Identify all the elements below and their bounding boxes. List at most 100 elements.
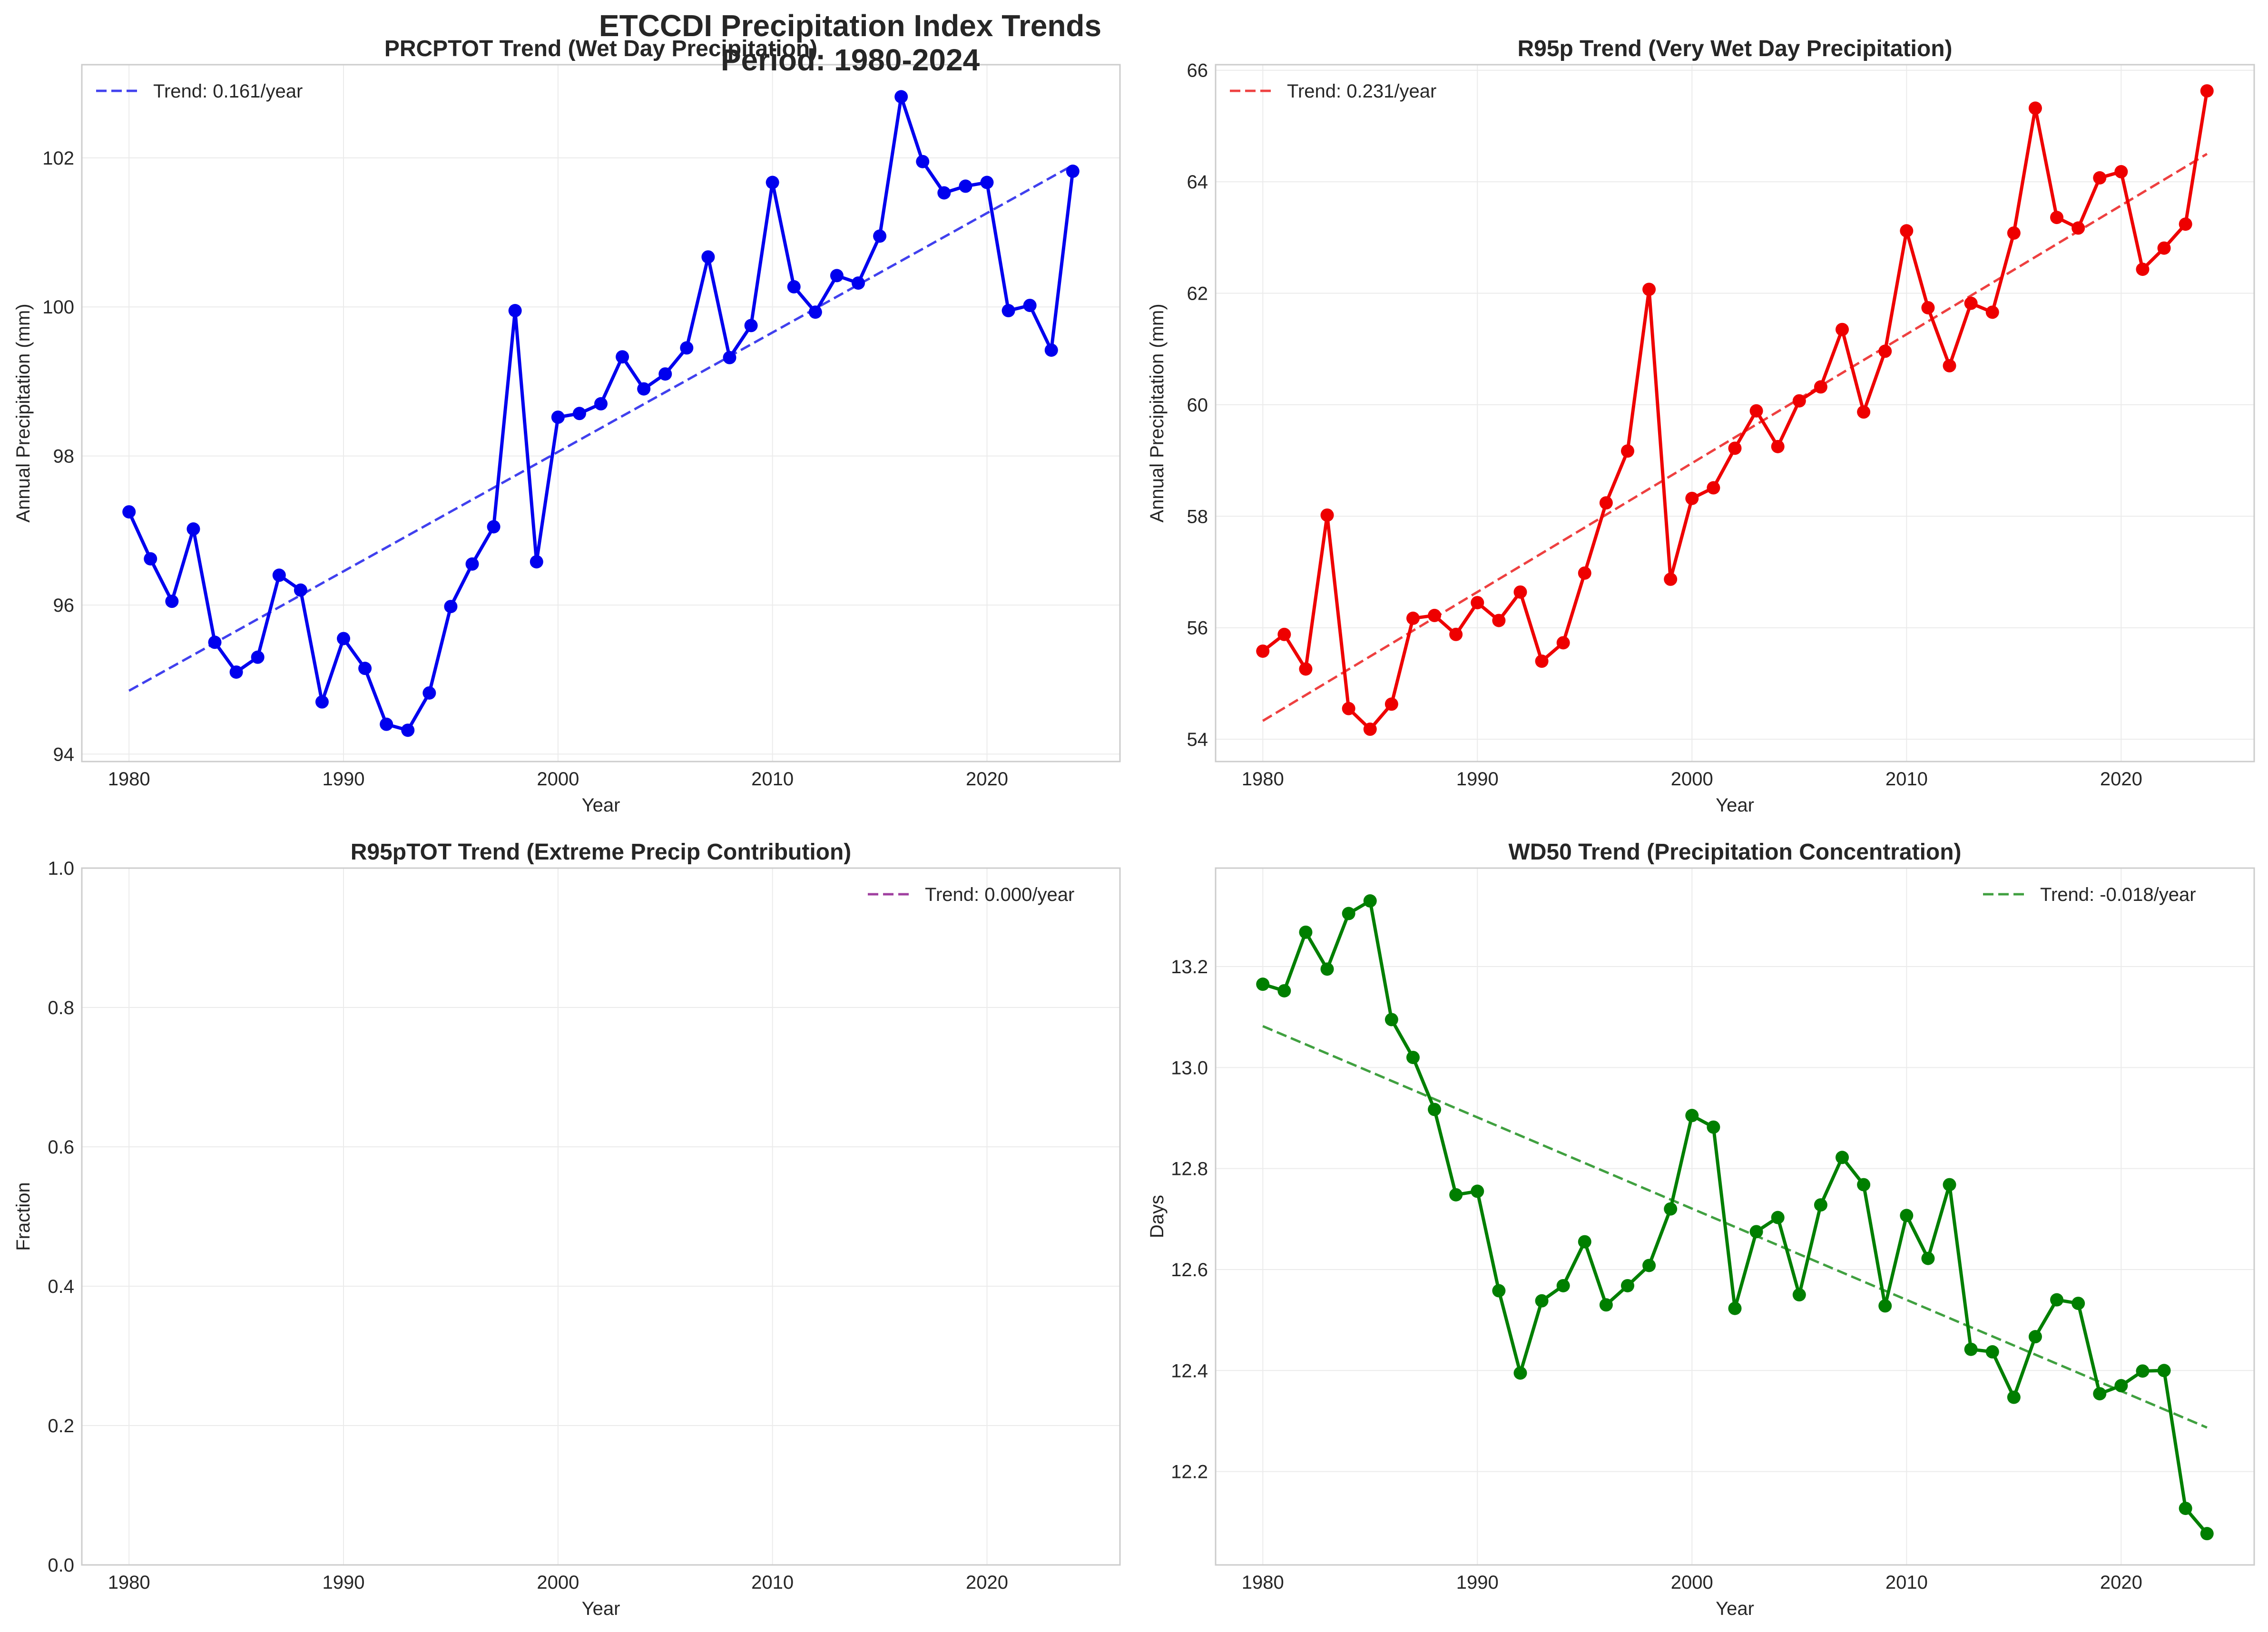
data-point bbox=[959, 179, 972, 193]
legend-label: Trend: -0.018/year bbox=[2040, 884, 2196, 905]
data-point bbox=[1707, 1120, 1720, 1134]
data-point bbox=[1299, 925, 1313, 939]
data-point bbox=[1513, 585, 1527, 599]
data-point bbox=[658, 367, 672, 381]
data-point bbox=[465, 557, 479, 571]
data-point bbox=[551, 410, 565, 424]
data-point bbox=[701, 250, 715, 264]
data-point bbox=[1857, 1178, 1871, 1192]
y-tick-label: 98 bbox=[53, 446, 75, 467]
y-tick-label: 13.2 bbox=[1171, 957, 1208, 977]
figure-subtitle: Period: 1980-2024 bbox=[721, 43, 980, 77]
data-point bbox=[1664, 1202, 1678, 1216]
data-point bbox=[2007, 226, 2021, 240]
x-tick-label: 2010 bbox=[751, 1572, 794, 1593]
data-point bbox=[401, 723, 415, 737]
data-point bbox=[165, 595, 179, 608]
data-point bbox=[1535, 655, 1549, 668]
x-tick-label: 1980 bbox=[108, 769, 150, 790]
data-point bbox=[1066, 165, 1080, 178]
panel-title: PRCPTOT Trend (Wet Day Precipitation) bbox=[384, 36, 817, 61]
y-tick-label: 12.6 bbox=[1171, 1260, 1208, 1280]
data-point bbox=[1001, 304, 1015, 318]
y-tick-label: 12.8 bbox=[1171, 1159, 1208, 1180]
data-point bbox=[1878, 1299, 1892, 1313]
y-tick-label: 100 bbox=[42, 297, 74, 318]
x-tick-label: 2000 bbox=[1671, 1572, 1713, 1593]
data-point bbox=[315, 695, 329, 709]
data-point bbox=[1363, 723, 1377, 736]
y-tick-label: 54 bbox=[1187, 729, 1208, 750]
data-point bbox=[122, 505, 136, 519]
data-point bbox=[766, 176, 779, 189]
data-point bbox=[444, 600, 458, 614]
data-point bbox=[530, 555, 543, 569]
data-point bbox=[1428, 1103, 1442, 1116]
y-axis-label: Annual Precipitation (mm) bbox=[1147, 303, 1168, 522]
data-point bbox=[1878, 344, 1892, 358]
data-point bbox=[1492, 614, 1506, 627]
data-point bbox=[2072, 1297, 2085, 1310]
y-tick-label: 60 bbox=[1187, 395, 1208, 416]
y-tick-label: 56 bbox=[1187, 618, 1208, 639]
data-point bbox=[1406, 1051, 1420, 1065]
data-point bbox=[1556, 636, 1570, 650]
legend-label: Trend: 0.161/year bbox=[153, 81, 303, 102]
data-point bbox=[2093, 1387, 2107, 1401]
data-point bbox=[2114, 165, 2128, 179]
data-point bbox=[1363, 894, 1377, 908]
data-point bbox=[2114, 1379, 2128, 1393]
data-point bbox=[1620, 444, 1634, 458]
data-point bbox=[1771, 440, 1785, 453]
y-tick-label: 0.8 bbox=[48, 997, 74, 1018]
trend-line bbox=[128, 164, 1074, 692]
data-point bbox=[1023, 299, 1037, 313]
data-point bbox=[2157, 1364, 2171, 1378]
data-point bbox=[2072, 221, 2085, 235]
data-point bbox=[980, 176, 994, 189]
data-point bbox=[358, 662, 372, 675]
chart-r95p: 1980 1990 2000 2010 2020 54 56 58 60 62 64 66 R95p T… bbox=[1147, 36, 2255, 816]
data-point bbox=[1320, 508, 1334, 522]
data-point bbox=[937, 186, 951, 200]
data-point bbox=[1513, 1366, 1527, 1380]
data-point bbox=[1943, 359, 1956, 372]
x-axis-label: Year bbox=[582, 795, 620, 816]
data-point bbox=[1964, 1342, 1978, 1356]
x-axis-label: Year bbox=[1716, 1598, 1754, 1619]
data-point bbox=[1449, 627, 1463, 641]
data-point bbox=[1749, 404, 1763, 418]
data-point bbox=[1900, 224, 1914, 238]
data-point bbox=[1814, 380, 1827, 394]
data-point bbox=[1578, 1235, 1591, 1249]
panel-title: WD50 Trend (Precipitation Concentration) bbox=[1508, 840, 1961, 865]
data-point bbox=[2093, 171, 2107, 185]
x-tick-label: 2000 bbox=[537, 1572, 579, 1593]
y-tick-label: 0.2 bbox=[48, 1416, 74, 1437]
data-point bbox=[1277, 627, 1291, 641]
data-point bbox=[1578, 566, 1591, 580]
data-point bbox=[1535, 1294, 1549, 1308]
data-point bbox=[1836, 322, 1849, 336]
data-point bbox=[851, 276, 865, 290]
data-point bbox=[1642, 1259, 1656, 1272]
plot-area bbox=[82, 868, 1120, 1565]
x-tick-label: 2020 bbox=[2100, 1572, 2142, 1593]
x-tick-label: 1980 bbox=[108, 1572, 150, 1593]
data-point bbox=[1749, 1225, 1763, 1239]
chart-prcptot: 1980 1990 2000 2010 2020 94 96 98 100 102 PRCPTOT … bbox=[13, 36, 1121, 816]
x-tick-label: 1990 bbox=[1456, 1572, 1499, 1593]
data-point bbox=[916, 155, 930, 168]
data-point bbox=[1406, 611, 1420, 625]
data-point bbox=[272, 568, 286, 582]
data-point bbox=[2179, 1502, 2192, 1515]
data-point bbox=[830, 269, 844, 283]
x-tick-label: 1980 bbox=[1242, 1572, 1284, 1593]
chart-wd50: 1980 1990 2000 2010 2020 12.2 12.4 12.6 12.8 13.0… bbox=[1147, 840, 2255, 1619]
data-point bbox=[1921, 1251, 1935, 1265]
data-point bbox=[1642, 283, 1656, 296]
data-point bbox=[1620, 1279, 1634, 1292]
data-point bbox=[487, 520, 501, 534]
data-point bbox=[1771, 1211, 1785, 1224]
y-tick-label: 13.0 bbox=[1171, 1057, 1208, 1078]
